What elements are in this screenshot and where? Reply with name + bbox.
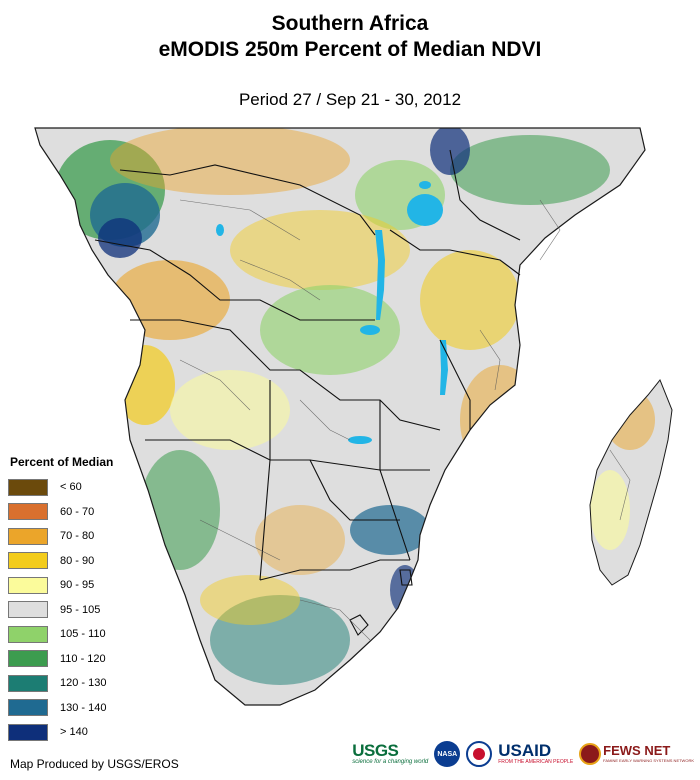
map-title-line1: Southern Africa	[271, 12, 429, 35]
usaid-tagline: FROM THE AMERICAN PEOPLE	[498, 759, 574, 765]
legend-swatch	[8, 503, 48, 521]
credit-text: Map Produced by USGS/EROS	[10, 757, 179, 771]
legend-swatch	[8, 650, 48, 668]
lake-mai-ndombe	[216, 224, 224, 236]
usaid-wordmark: USAID	[498, 741, 552, 760]
legend-rows: < 60 60 - 70 70 - 80 80 - 90 90 - 95 95 - 105…	[8, 475, 148, 745]
fews-net-logo: FEWS NET FAMINE EARLY WARNING SYSTEMS NE…	[579, 743, 694, 765]
legend-label: 110 - 120	[60, 652, 106, 665]
legend-item: 110 - 120	[8, 647, 148, 672]
legend-item: 70 - 80	[8, 524, 148, 549]
fews-tagline: FAMINE EARLY WARNING SYSTEMS NETWORK	[603, 758, 694, 763]
usgs-wordmark: USGS	[352, 741, 399, 760]
legend-swatch	[8, 601, 48, 619]
lake-bangweulu	[360, 325, 380, 335]
usaid-seal-icon	[466, 741, 493, 767]
legend-item: 95 - 105	[8, 598, 148, 623]
legend-swatch	[8, 674, 48, 692]
legend-label: 80 - 90	[60, 554, 95, 567]
legend-label: < 60	[60, 481, 82, 494]
legend-item: 120 - 130	[8, 671, 148, 696]
agency-logos: USGS science for a changing world NASA U…	[352, 738, 694, 770]
lake-malawi	[440, 340, 448, 395]
nasa-logo: NASA	[434, 741, 461, 767]
lake-kyoga	[419, 181, 431, 189]
legend-label: 90 - 95	[60, 579, 95, 592]
map-period: Period 27 / Sep 21 - 30, 2012	[238, 90, 462, 109]
legend-swatch	[8, 699, 48, 717]
usgs-tagline: science for a changing world	[352, 759, 429, 765]
legend: Percent of Median < 60 60 - 70 70 - 80 80 -…	[8, 455, 148, 745]
legend-label: 70 - 80	[60, 530, 95, 543]
ndvi-map	[34, 127, 673, 706]
legend-item: > 140	[8, 720, 148, 745]
legend-label: 60 - 70	[60, 505, 95, 518]
legend-swatch	[8, 478, 48, 496]
map-title-line2: eMODIS 250m Percent of Median NDVI	[158, 38, 542, 61]
legend-label: 95 - 105	[60, 603, 101, 616]
legend-item: 60 - 70	[8, 500, 148, 525]
usgs-logo: USGS science for a changing world	[352, 742, 428, 766]
water-bodies	[216, 181, 448, 444]
legend-label: 105 - 110	[60, 628, 106, 641]
legend-swatch	[8, 527, 48, 545]
country-borders	[94, 149, 521, 636]
legend-label: 130 - 140	[60, 701, 107, 714]
fews-wordmark: FEWS NET	[603, 743, 671, 758]
fews-globe-icon	[579, 743, 602, 765]
lake-tanganyika	[375, 230, 385, 320]
legend-swatch	[8, 625, 48, 643]
usaid-logo: USAID FROM THE AMERICAN PEOPLE	[498, 742, 573, 766]
legend-item: 90 - 95	[8, 573, 148, 598]
legend-item: < 60	[8, 475, 148, 500]
legend-title: Percent of Median	[10, 455, 114, 469]
legend-item: 80 - 90	[8, 549, 148, 574]
legend-swatch	[8, 576, 48, 594]
legend-label: > 140	[60, 726, 88, 739]
legend-item: 130 - 140	[8, 696, 148, 721]
legend-item: 105 - 110	[8, 622, 148, 647]
lake-kariba	[348, 436, 372, 444]
admin-borders	[179, 199, 631, 641]
legend-swatch	[8, 723, 48, 741]
lake-victoria	[407, 194, 443, 226]
legend-swatch	[8, 552, 48, 570]
legend-label: 120 - 130	[60, 677, 107, 690]
